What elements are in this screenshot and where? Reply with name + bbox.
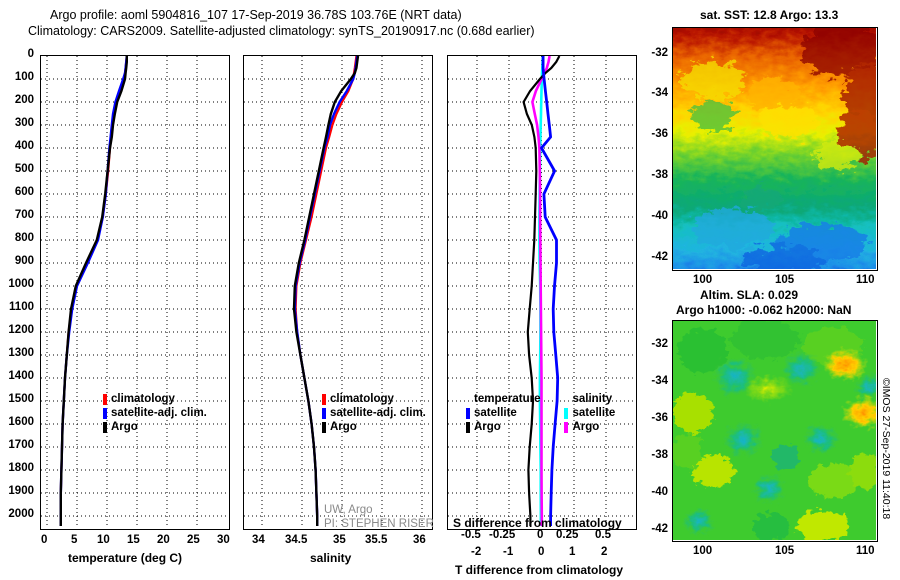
legend-header-salinity: salinity — [564, 392, 615, 406]
argo-color-swatch — [322, 421, 326, 433]
salinity-axis-label: salinity — [310, 551, 352, 565]
legend-item-argo: Argo — [103, 420, 207, 434]
difference-profile-panel[interactable] — [447, 55, 637, 530]
difference-top-axis-label: S difference from climatology — [453, 514, 622, 532]
climatology-color-swatch — [322, 393, 326, 405]
legend-label: satellite-adj. clim. — [330, 407, 426, 419]
series-argo — [292, 56, 360, 526]
difference-bottom-axis-label: T difference from climatology — [455, 563, 624, 577]
sla-heatmap-svg — [673, 321, 876, 540]
main-title-line2: Climatology: CARS2009. Satellite-adjuste… — [28, 24, 535, 38]
series-satellite-adj-clim — [293, 56, 359, 526]
altim-sla-map-panel[interactable] — [672, 320, 878, 542]
legend-item-satellite-adj-clim: satellite-adj. clim. — [322, 406, 426, 420]
difference-legend: temperature satellite Argo salinity sate… — [466, 392, 615, 434]
series-climatology — [294, 56, 358, 526]
temperature-profile-panel[interactable] — [40, 55, 230, 530]
satellite-adj-clim-color-swatch — [103, 407, 107, 419]
temperature-plot-svg — [41, 56, 228, 528]
difference-legend-salinity-column: salinity satellite Argo — [564, 392, 615, 434]
salinity-argo-color-swatch — [564, 421, 569, 433]
argo-color-swatch — [103, 421, 107, 433]
grid-horizontal — [41, 78, 228, 517]
main-title-line1: Argo profile: aoml 5904816_107 17-Sep-20… — [50, 8, 462, 22]
legend-item-argo: Argo — [322, 420, 426, 434]
legend-label: satellite — [572, 407, 616, 419]
grid-vertical — [46, 56, 198, 528]
legend-label: satellite-adj. clim. — [111, 407, 207, 419]
legend-item-salinity-argo: Argo — [564, 420, 615, 434]
series-climatology — [59, 56, 128, 526]
legend-item-satellite-adj-clim: satellite-adj. clim. — [103, 406, 207, 420]
legend-label: climatology — [330, 393, 394, 405]
series-satellite-adj-clim — [59, 56, 128, 526]
legend-item-temperature-satellite: satellite — [466, 406, 540, 420]
legend-label: Argo — [330, 421, 357, 433]
legend-label: climatology — [111, 393, 175, 405]
temperature-axis-label: temperature (deg C) — [68, 551, 183, 565]
salinity-plot-svg — [244, 56, 431, 528]
copyright-notice: ©IMOS 27-Sep-2019 11:40:18 — [880, 378, 892, 520]
legend-item-temperature-argo: Argo — [466, 420, 540, 434]
legend-label: Argo — [572, 421, 600, 433]
legend-label: Argo — [111, 421, 138, 433]
temperature-legend: climatology satellite-adj. clim. Argo — [103, 392, 207, 434]
temperature-satellite-color-swatch — [466, 407, 470, 419]
legend-header-label: salinity — [572, 393, 613, 405]
s-difference-label: S difference from climatology — [453, 516, 622, 530]
sat-sst-map-panel[interactable] — [672, 27, 878, 271]
legend-label: Argo — [474, 421, 501, 433]
sla-map-title-line1: Altim. SLA: 0.029 — [700, 288, 799, 302]
series-temperature-satellite — [539, 56, 560, 526]
legend-header-label: temperature — [474, 393, 541, 405]
grid-horizontal — [244, 78, 431, 517]
legend-item-salinity-satellite: satellite — [564, 406, 615, 420]
grid-vertical — [261, 56, 423, 528]
sst-map-title: sat. SST: 12.8 Argo: 13.3 — [700, 8, 839, 22]
copyright-notice-wrapper: ©IMOS 27-Sep-2019 11:40:18 — [880, 378, 900, 519]
sla-map-title-line2: Argo h1000: -0.062 h2000: NaN — [676, 303, 852, 317]
series-salinity-argo — [531, 56, 551, 526]
salinity-satellite-color-swatch — [564, 407, 569, 419]
series-temperature-argo — [522, 56, 561, 526]
legend-item-climatology: climatology — [322, 392, 426, 406]
climatology-color-swatch — [103, 393, 107, 405]
legend-item-climatology: climatology — [103, 392, 207, 406]
difference-legend-temperature-column: temperature satellite Argo — [466, 392, 540, 434]
institution-credit: UW, Argo — [324, 504, 373, 516]
pi-credit: PI: STEPHEN RISER — [324, 518, 434, 530]
series-argo — [59, 56, 129, 526]
temperature-argo-color-swatch — [466, 421, 470, 433]
salinity-profile-panel[interactable] — [243, 55, 433, 530]
sst-heatmap-svg — [673, 28, 876, 269]
legend-header-temperature: temperature — [466, 392, 540, 406]
difference-plot-svg — [448, 56, 635, 528]
satellite-adj-clim-color-swatch — [322, 407, 326, 419]
salinity-legend: climatology satellite-adj. clim. Argo — [322, 392, 426, 434]
legend-label: satellite — [474, 407, 517, 419]
